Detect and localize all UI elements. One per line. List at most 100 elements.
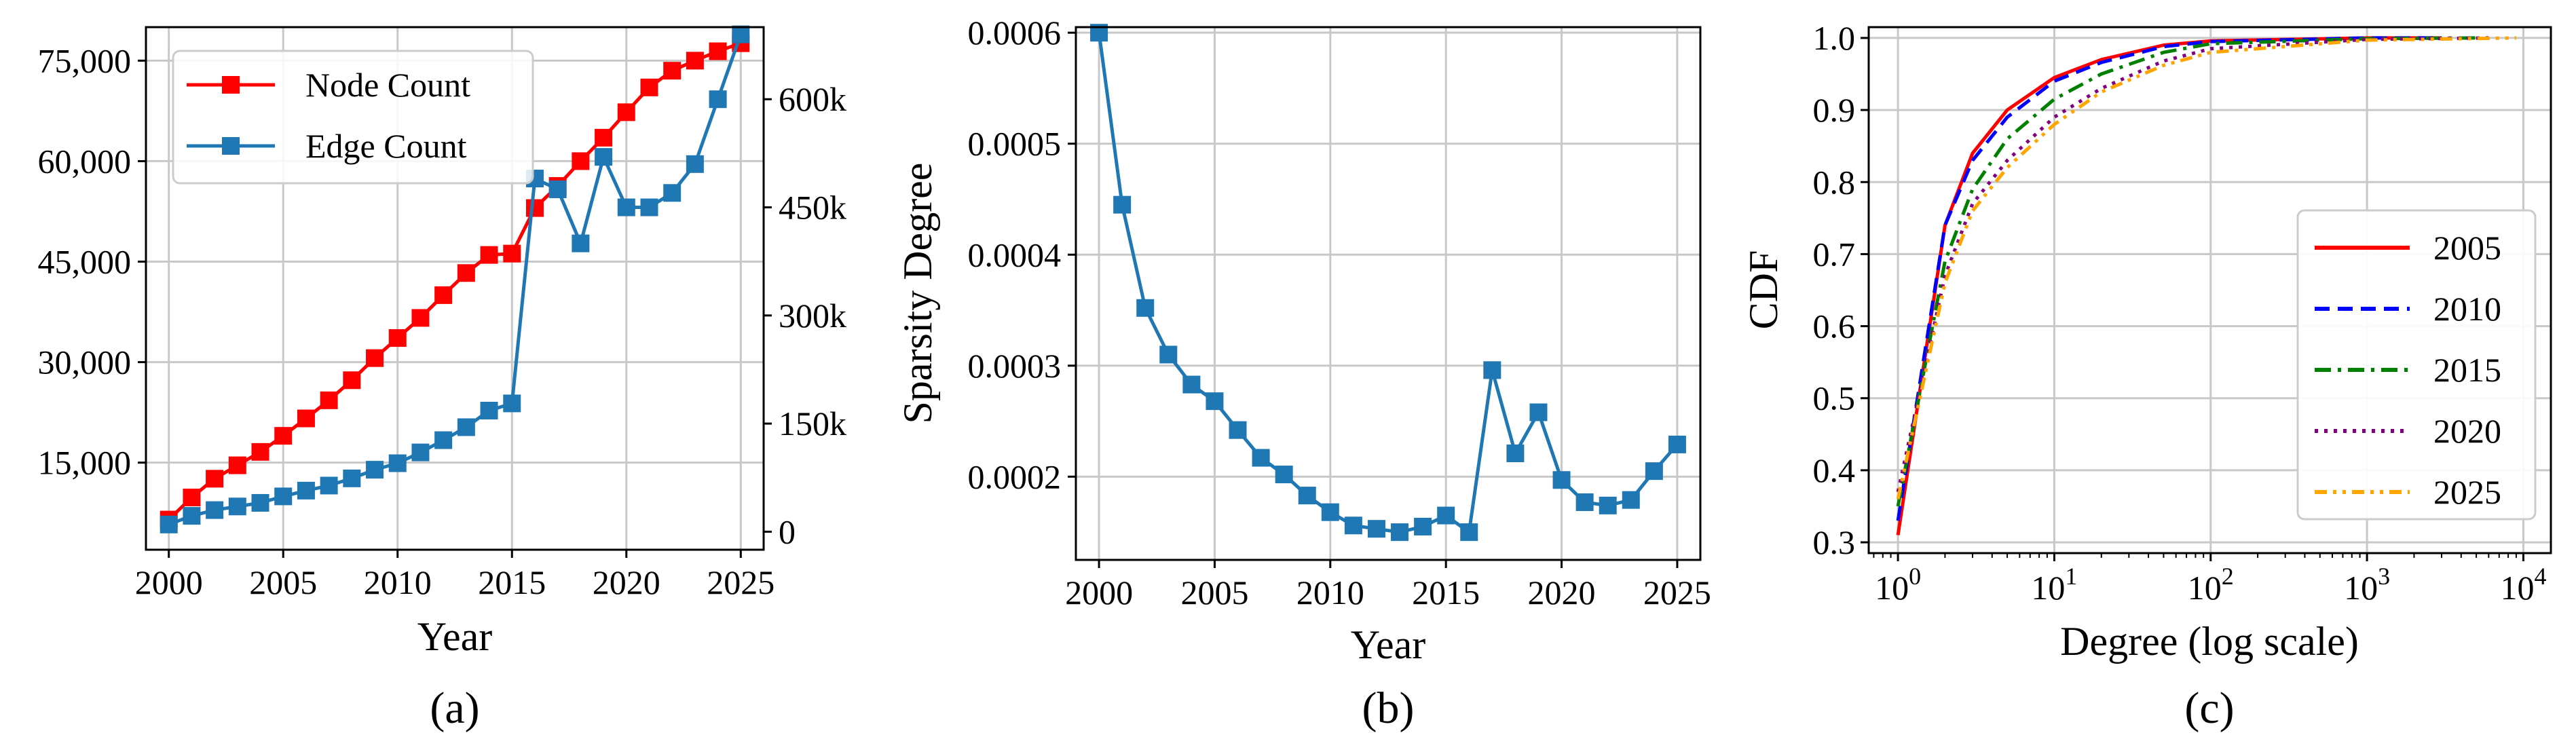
- x-axis-label: Degree (log scale): [2060, 619, 2359, 664]
- y-ticks: 0.3 0.4 0.5 0.6 0.7 0.8 0.9 1.0: [1813, 19, 1869, 561]
- y-left-tick-label: 45,000: [38, 243, 132, 281]
- data-point: [1437, 506, 1455, 525]
- data-point: [251, 442, 269, 461]
- grid: [1076, 27, 1700, 560]
- data-point: [388, 329, 407, 347]
- x-tick-label: 2025: [707, 563, 774, 601]
- y-tick-label: 0.5: [1813, 379, 1856, 417]
- chart-c: 100 101 102 103 104 0.3 0.4 0.5 0.6 0.7 0.8 0.9 1.0…: [1741, 19, 2552, 733]
- data-point: [1252, 449, 1270, 467]
- data-point: [1275, 466, 1293, 484]
- data-point: [1159, 345, 1178, 364]
- series-layer: [160, 25, 750, 533]
- data-point: [572, 234, 590, 252]
- panel-a: 2000 2005 2010 2015 2020 2025 15,000 30,000 45,…: [0, 0, 869, 751]
- data-point: [548, 180, 567, 198]
- x-axis-label: Year: [1351, 622, 1426, 667]
- data-point: [411, 309, 430, 327]
- y-left-tick-label: 60,000: [38, 142, 132, 180]
- data-point: [1414, 517, 1432, 535]
- legend-label-2025: 2025: [2433, 473, 2501, 511]
- data-point: [1575, 493, 1594, 511]
- data-point: [732, 25, 750, 43]
- chart-b: 2000 2005 2010 2015 2020 2025 0.00020.00030.0…: [895, 14, 1711, 733]
- legend-label-2005: 2005: [2433, 229, 2501, 267]
- data-point: [1460, 523, 1478, 542]
- y-tick-label: 0.0003: [968, 347, 1062, 385]
- x-tick-label: 2010: [364, 563, 432, 601]
- data-point: [663, 62, 682, 80]
- data-point: [1645, 462, 1663, 480]
- data-point: [1391, 523, 1409, 542]
- data-point: [1552, 471, 1571, 489]
- data-point: [434, 431, 453, 449]
- y-tick-label: 0.0002: [968, 457, 1062, 495]
- data-point: [411, 443, 430, 461]
- data-point: [1136, 299, 1155, 317]
- data-point: [228, 497, 246, 516]
- data-point: [617, 103, 635, 121]
- data-point: [1622, 491, 1640, 509]
- caption-b: (b): [1362, 683, 1415, 733]
- series-line-2010: [1896, 36, 2442, 521]
- data-point: [1182, 375, 1201, 394]
- data-point: [1344, 516, 1362, 535]
- x-tick-label: 2025: [1643, 573, 1711, 611]
- x-tick-label: 2000: [1065, 573, 1133, 611]
- y-tick-label: 0.0005: [968, 125, 1062, 163]
- data-point: [297, 481, 315, 499]
- data-point: [709, 90, 727, 109]
- legend-marker-node-count: [222, 76, 240, 94]
- y-tick-label: 0.9: [1813, 91, 1856, 129]
- plot-frame: [1075, 26, 1702, 561]
- x-tick-label: 103: [2344, 563, 2390, 607]
- data-point: [480, 402, 498, 420]
- legend-marker-edge-count: [222, 137, 240, 155]
- data-point: [480, 246, 498, 264]
- y-tick-label: 1.0: [1813, 19, 1856, 57]
- y-tick-label: 0.3: [1813, 523, 1856, 561]
- plot-frame: [145, 26, 765, 551]
- data-point: [160, 515, 178, 533]
- legend: 2005 2010 2015 2020 2025: [2296, 209, 2537, 521]
- y-tick-label: 0.7: [1813, 235, 1856, 273]
- y-left-ticks: 15,000 30,000 45,000 60,000 75,000: [38, 41, 146, 482]
- x-tick-label: 102: [2188, 563, 2234, 607]
- x-tick-label: 101: [2031, 563, 2077, 607]
- y-ticks: 0.0002 0.0003 0.0004 0.0005 0.0006: [968, 14, 1076, 495]
- data-point: [709, 42, 727, 60]
- data-point: [640, 78, 658, 96]
- data-point: [1529, 403, 1548, 421]
- y-left-tick-label: 30,000: [38, 343, 132, 381]
- panel-b: 2000 2005 2010 2015 2020 2025 0.0002 0.0003 0.0…: [869, 0, 1738, 751]
- x-tick-label: 2020: [593, 563, 660, 601]
- y-tick-label: 0.0006: [968, 14, 1062, 52]
- data-point: [320, 476, 338, 495]
- panel-c: 100 101 102 103 104 0.3 0.4 0.5 0.6 0.7 0.8 0.9 1.0…: [1738, 0, 2576, 751]
- data-point: [617, 198, 635, 216]
- data-point: [457, 418, 475, 436]
- x-tick-label: 2005: [249, 563, 317, 601]
- data-point: [274, 427, 293, 445]
- y-right-tick-label: 300k: [779, 297, 846, 335]
- data-point: [183, 507, 201, 525]
- y-tick-label: 0.0004: [968, 235, 1062, 274]
- series-0: [1090, 24, 1686, 542]
- y-tick-label: 0.6: [1813, 307, 1856, 345]
- y-right-tick-label: 450k: [779, 189, 846, 227]
- x-axis-label: Year: [417, 614, 493, 659]
- data-point: [686, 52, 704, 70]
- y-right-ticks: 0 150k 300k 450k 600k: [764, 80, 846, 550]
- data-point: [251, 493, 269, 512]
- data-point: [366, 349, 384, 367]
- data-point: [1668, 435, 1686, 453]
- x-tick-label: 2015: [478, 563, 546, 601]
- data-point: [457, 264, 475, 282]
- data-point: [1229, 421, 1247, 439]
- legend: Node Count Edge Count: [172, 50, 534, 185]
- data-point: [1599, 496, 1617, 514]
- series-layer: [1896, 36, 2516, 535]
- legend-label-2015: 2015: [2433, 351, 2501, 389]
- data-point: [206, 501, 224, 519]
- y-left-tick-label: 75,000: [38, 41, 132, 79]
